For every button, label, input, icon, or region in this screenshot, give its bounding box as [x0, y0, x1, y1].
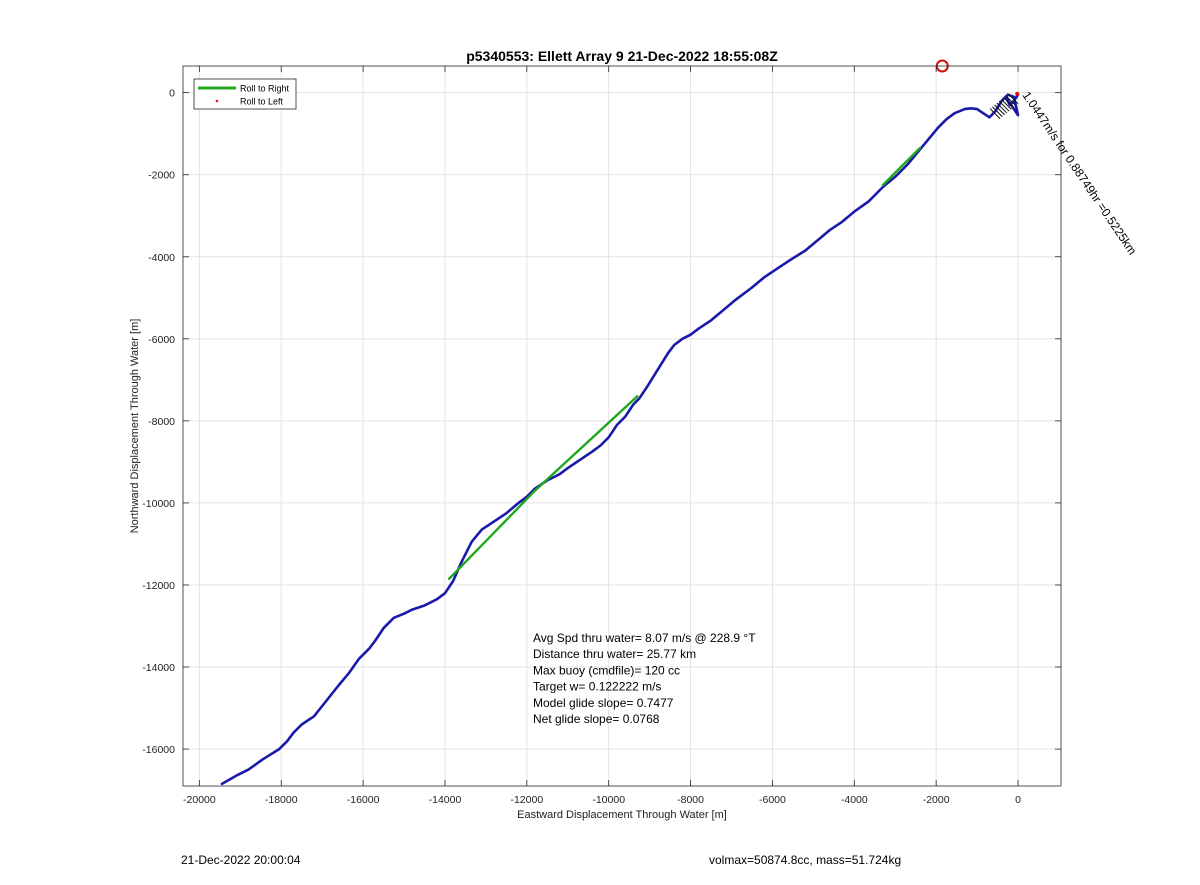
legend-swatch-dot — [215, 99, 219, 103]
roll-right-line — [881, 146, 921, 187]
y-tick-label: -12000 — [142, 580, 175, 592]
y-tick-label: -6000 — [148, 334, 175, 346]
y-tick-label: 0 — [169, 88, 175, 100]
y-tick-label: -16000 — [142, 744, 175, 756]
x-tick-label: -16000 — [347, 794, 380, 806]
grid — [183, 66, 1061, 786]
y-tick-label: -2000 — [148, 170, 175, 182]
chart-title: p5340553: Ellett Array 9 21-Dec-2022 18:… — [466, 48, 778, 64]
legend-box — [193, 78, 297, 110]
footer-timestamp: 21-Dec-2022 20:00:04 — [181, 853, 301, 867]
surface-marker — [1005, 95, 1017, 107]
x-tick-label: -18000 — [265, 794, 298, 806]
annotation-line: Net glide slope= 0.0768 — [533, 712, 660, 726]
x-tick-label: -12000 — [510, 794, 543, 806]
surface-marker — [996, 102, 1008, 114]
y-tick-label: -10000 — [142, 498, 175, 510]
legend: Roll to Right Roll to Left — [193, 78, 297, 110]
surface-marker — [994, 104, 1005, 116]
y-tick-label: -8000 — [148, 416, 175, 428]
annotation-line: Max buoy (cmdfile)= 120 cc — [533, 663, 680, 677]
plot-background — [183, 66, 1061, 786]
x-tick-label: -8000 — [677, 794, 704, 806]
x-tick-label: -14000 — [429, 794, 462, 806]
x-tick-label: -10000 — [592, 794, 625, 806]
roll-right-line — [447, 395, 639, 580]
legend-label: Roll to Left — [240, 97, 284, 107]
x-tick-label: 0 — [1015, 794, 1021, 806]
x-axis-label: Eastward Displacement Through Water [m] — [517, 809, 727, 821]
y-axis-label: Northward Displacement Through Water [m] — [129, 319, 141, 534]
annotation-line: Target w= 0.122222 m/s — [533, 680, 661, 694]
x-tick-label: -2000 — [923, 794, 950, 806]
surface-marker — [1001, 99, 1012, 110]
plot-frame — [182, 65, 1062, 787]
annotation-line: Distance thru water= 25.77 km — [533, 647, 696, 661]
surface-marker — [989, 108, 1001, 119]
ticks: -20000 -18000 -16000 -14000 -12000 -10000 -800… — [142, 66, 1061, 806]
x-tick-label: -6000 — [759, 794, 786, 806]
annotation-line: Avg Spd thru water= 8.07 m/s @ 228.9 °T — [533, 631, 756, 645]
roll-left-point — [1015, 91, 1020, 96]
legend-label: Roll to Right — [240, 84, 290, 94]
y-tick-label: -14000 — [142, 662, 175, 674]
surface-marker — [1007, 93, 1019, 105]
annotation-line: Model glide slope= 0.7477 — [533, 696, 674, 710]
stats-annotation: Avg Spd thru water= 8.07 m/s @ 228.9 °T D… — [533, 631, 756, 726]
surface-marker — [998, 100, 1010, 112]
footer-mass-info: volmax=50874.8cc, mass=51.724kg — [709, 853, 902, 867]
surface-marker — [991, 106, 1003, 118]
track-line — [220, 93, 1020, 786]
surface-marker — [1003, 97, 1014, 108]
x-tick-label: -4000 — [841, 794, 868, 806]
y-tick-label: -4000 — [148, 252, 175, 264]
x-tick-label: -20000 — [183, 794, 216, 806]
